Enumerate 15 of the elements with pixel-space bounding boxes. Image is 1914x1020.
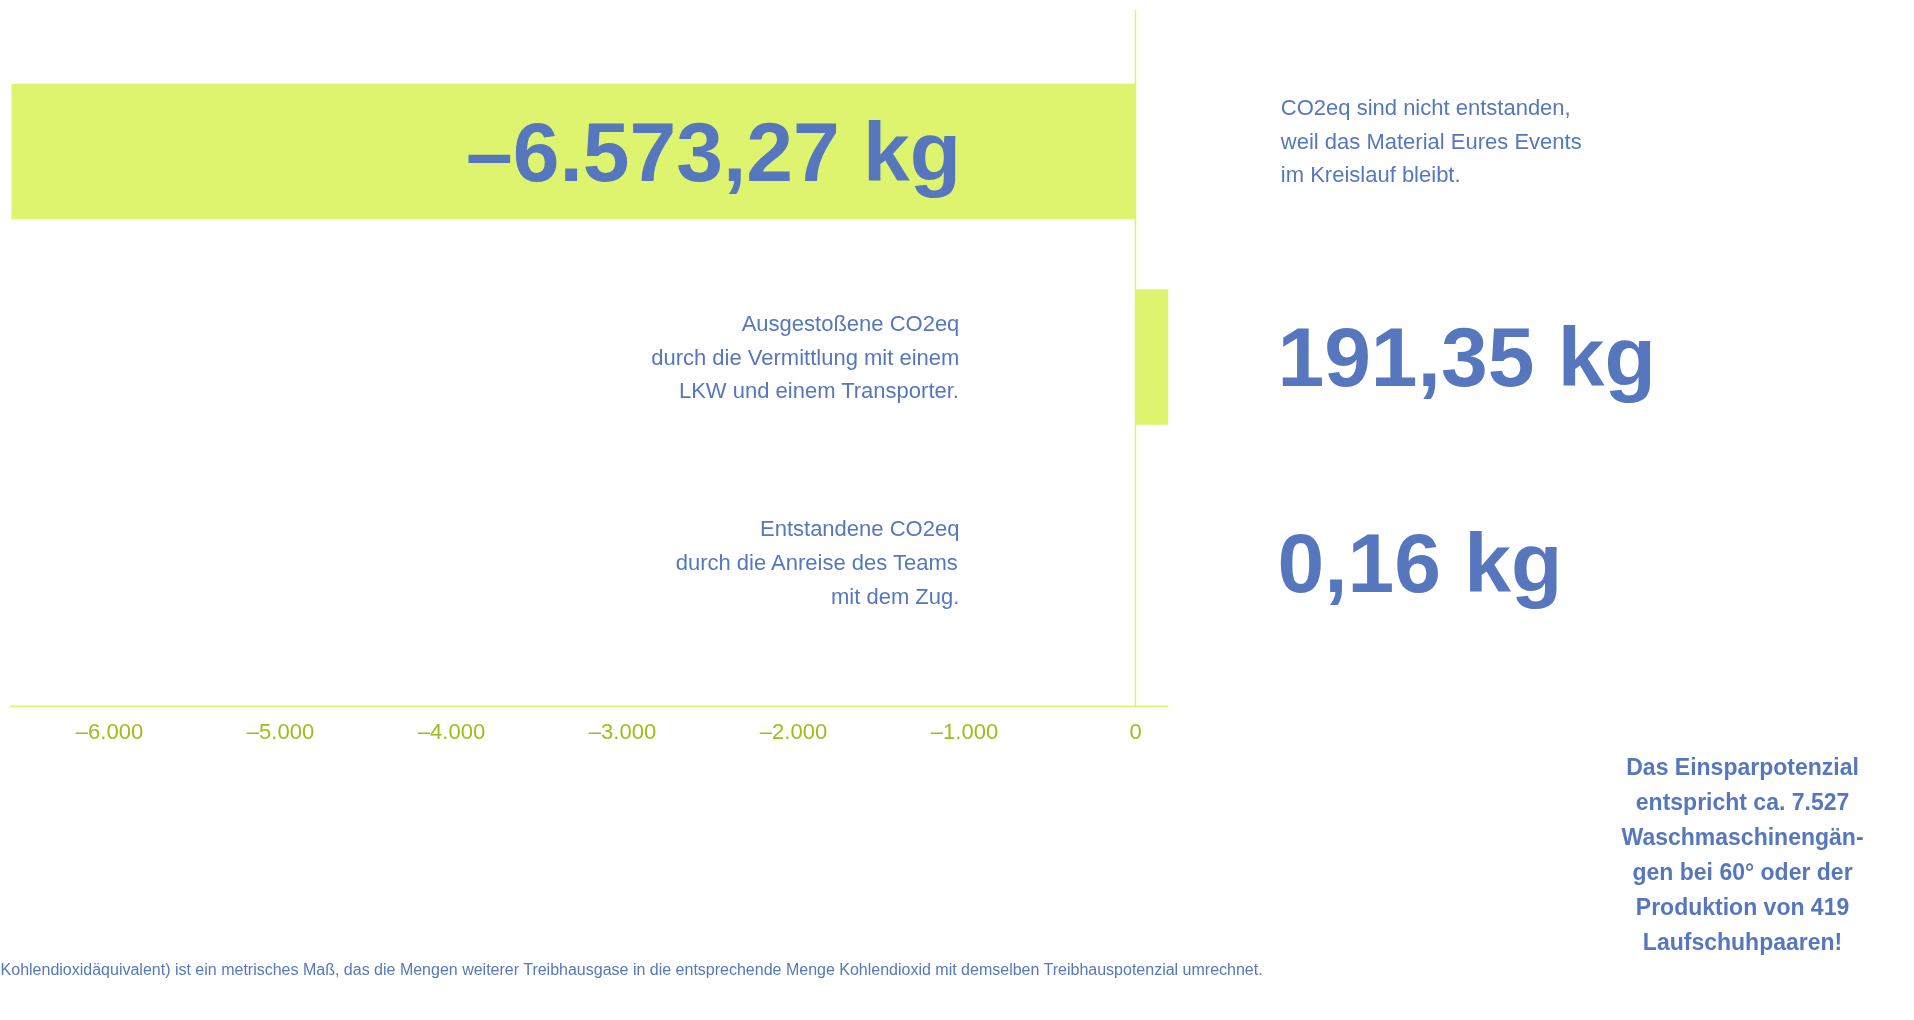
data-label: 191,35 kg (1277, 310, 1656, 404)
annotation: Entstandene CO2eq durch die Anreise des Teams mit dem Zug. (675, 516, 960, 609)
x-tick-label: –3.000 (588, 718, 657, 744)
data-label: 0,16 kg (1277, 515, 1563, 610)
x-tick-label: –1.000 (930, 718, 999, 744)
text: CO2eq sind nicht entstanden, weil das Material Eures Events im Kreislauf bleibt. (1279, 94, 1582, 188)
text: Kohlendioxidäquivalent) ist ein metrisches Maß, das die Mengen weiterer Treibhausgase in die entsprechende Menge Kohlendioxid mit demselben Treibhauspotenzial umrechnet. (0, 960, 1263, 978)
x-tick-label: 0 (1129, 718, 1142, 744)
x-tick-label: –6.000 (75, 718, 144, 744)
annotation: Ausgestoßene CO2eq durch die Vermittlung mit einem LKW und einem Transporter. (651, 310, 960, 404)
x-tick-label: –4.000 (417, 718, 486, 744)
x-tick-label: –5.000 (246, 718, 315, 744)
x-tick-label: –2.000 (759, 718, 828, 744)
data-label: –6.573,27 kg (466, 104, 962, 199)
text: Das Einsparpotenzial entspricht ca. 7.527 Waschmaschinengän- gen bei 60° oder der Produktion von 419 Laufschuhpaaren! (1621, 753, 1864, 956)
